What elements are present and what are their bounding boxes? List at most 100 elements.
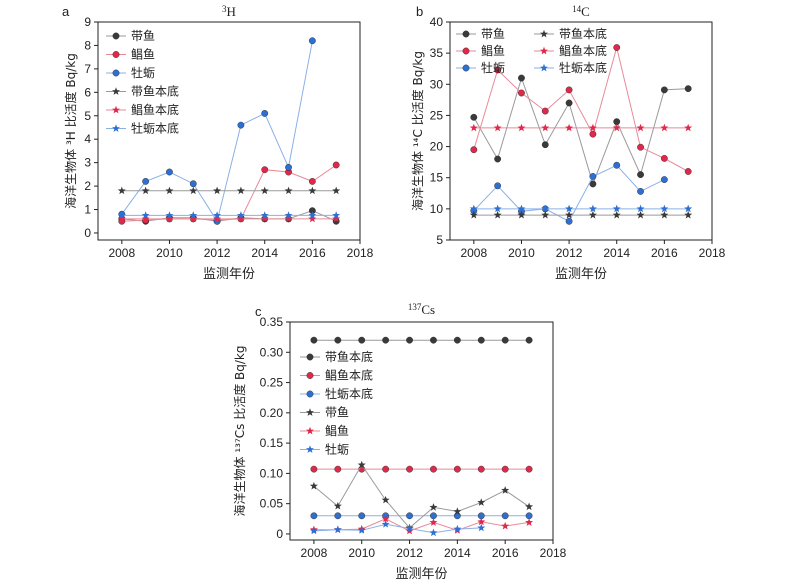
- data-point: [636, 210, 645, 219]
- data-point: [565, 204, 574, 213]
- data-point: [236, 186, 245, 195]
- series-带鱼本底: [117, 186, 341, 195]
- y-tick-label: 4: [84, 132, 91, 146]
- data-point: [660, 86, 668, 94]
- legend-entry: 鲳鱼: [300, 424, 349, 438]
- y-axis-label: 海洋生物体 ³H 比活度 Bq/kg: [63, 53, 78, 209]
- data-point: [525, 502, 534, 511]
- data-point: [358, 512, 366, 520]
- legend-entry: 牡蛎本底: [534, 60, 607, 75]
- data-point: [382, 465, 390, 473]
- data-point: [637, 171, 644, 179]
- x-tick-label: 2008: [460, 246, 487, 260]
- data-point: [308, 214, 317, 223]
- legend-marker: [112, 105, 120, 114]
- data-point: [612, 123, 621, 132]
- data-point: [213, 186, 222, 195]
- legend-label: 鲳鱼: [325, 424, 349, 438]
- legend-marker: [306, 390, 314, 398]
- x-tick-label: 2010: [348, 546, 375, 560]
- data-point: [477, 523, 486, 532]
- data-point: [660, 155, 668, 162]
- data-point: [308, 186, 317, 195]
- y-tick-label: 5: [436, 233, 443, 247]
- legend-entry: 牡蛎本底: [106, 121, 179, 136]
- data-point: [308, 37, 316, 45]
- data-point: [382, 336, 390, 344]
- data-point: [381, 514, 390, 523]
- legend-marker: [540, 63, 548, 72]
- data-point: [660, 204, 669, 213]
- data-point: [493, 123, 502, 132]
- data-point: [518, 89, 525, 97]
- data-point: [501, 521, 510, 530]
- data-point: [310, 336, 318, 344]
- y-tick-label: 0.05: [260, 497, 284, 511]
- chart-panel-b: b 14C 2008 2010 2012 2014 2016 2018 5 10 15 20 25 30 3…: [410, 4, 726, 282]
- data-point: [613, 44, 621, 51]
- legend-label: 带鱼: [131, 29, 155, 43]
- x-tick-label: 2014: [251, 246, 278, 260]
- data-point: [477, 336, 485, 344]
- data-point: [406, 512, 413, 520]
- x-tick-label: 2012: [396, 546, 423, 560]
- data-point: [430, 512, 437, 520]
- x-axis-label: 监测年份: [395, 567, 447, 582]
- data-point: [469, 204, 478, 213]
- x-tick-label: 2012: [556, 246, 583, 260]
- data-point: [405, 526, 414, 535]
- legend-marker: [112, 51, 120, 58]
- data-point: [541, 204, 550, 213]
- y-tick-label: 15: [430, 171, 444, 185]
- data-point: [469, 123, 478, 132]
- data-point: [308, 211, 317, 219]
- legend-marker: [462, 47, 470, 55]
- y-tick-label: 0: [84, 226, 91, 240]
- series-牡蛎: [309, 520, 486, 537]
- panel-label: b: [416, 4, 423, 19]
- data-point: [636, 123, 645, 132]
- y-tick-label: 0.25: [260, 376, 284, 390]
- data-point: [334, 336, 342, 344]
- data-point: [141, 186, 150, 195]
- data-point: [565, 99, 573, 107]
- legend-marker: [112, 87, 120, 95]
- data-point: [477, 498, 486, 506]
- series-line: [121, 164, 337, 222]
- data-point: [334, 512, 342, 520]
- data-point: [612, 210, 621, 219]
- legend-marker: [540, 46, 548, 55]
- data-point: [406, 465, 413, 473]
- data-point: [381, 520, 390, 528]
- data-point: [660, 176, 668, 183]
- x-tick-label: 2018: [699, 246, 726, 260]
- data-point: [117, 186, 126, 195]
- data-point: [541, 123, 550, 132]
- legend-label: 带鱼本底: [559, 26, 607, 41]
- x-tick-label: 2010: [508, 246, 535, 260]
- data-point: [517, 210, 526, 219]
- data-point: [309, 526, 318, 535]
- data-point: [494, 182, 502, 190]
- x-tick-label: 2008: [301, 546, 328, 560]
- data-point: [588, 123, 597, 132]
- y-tick-label: 2: [84, 179, 91, 193]
- data-point: [525, 512, 533, 520]
- legend-marker: [112, 69, 120, 77]
- data-point: [501, 465, 509, 473]
- series-鲳鱼: [470, 44, 692, 175]
- x-tick-label: 2016: [651, 246, 678, 260]
- data-point: [381, 495, 390, 504]
- data-point: [477, 517, 486, 526]
- data-point: [589, 180, 597, 188]
- data-point: [453, 512, 461, 520]
- data-point: [309, 481, 318, 490]
- y-tick-label: 40: [430, 15, 444, 29]
- data-point: [470, 146, 478, 154]
- title-superscript: 3: [222, 4, 227, 14]
- y-tick-label: 0.35: [260, 315, 284, 329]
- series-line: [473, 47, 689, 172]
- chart-title: 3H: [222, 4, 236, 19]
- data-point: [213, 214, 222, 223]
